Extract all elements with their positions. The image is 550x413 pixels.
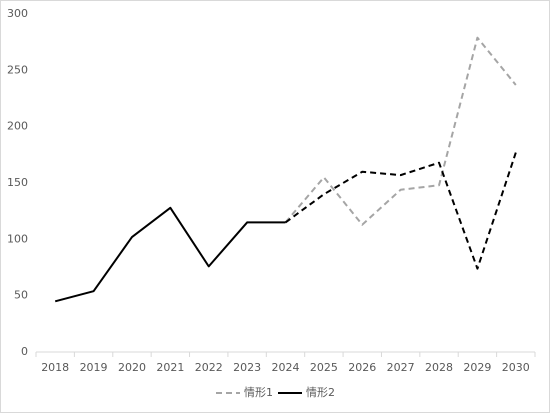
x-tick-label: 2028 (425, 361, 453, 374)
x-tick-label: 2023 (233, 361, 261, 374)
x-tick-label: 2019 (80, 361, 108, 374)
x-tick-label: 2025 (310, 361, 338, 374)
y-tick-label: 150 (7, 176, 28, 189)
x-tick-label: 2020 (118, 361, 146, 374)
x-tick-label: 2027 (387, 361, 415, 374)
series-line (284, 152, 517, 270)
legend-label: 情形2 (306, 386, 335, 399)
y-tick-label: 100 (7, 232, 28, 245)
y-tick-label: 200 (7, 120, 28, 133)
y-tick-label: 50 (14, 289, 28, 302)
x-tick-label: 2018 (41, 361, 69, 374)
y-tick-label: 0 (21, 345, 28, 358)
x-tick-label: 2022 (195, 361, 223, 374)
y-tick-label: 250 (7, 63, 28, 76)
x-tick-label: 2029 (463, 361, 491, 374)
x-tick-label: 2030 (502, 361, 530, 374)
series-line (284, 36, 517, 226)
legend-label: 情形1 (244, 386, 273, 399)
x-tick-label: 2021 (156, 361, 184, 374)
x-tick-label: 2026 (348, 361, 376, 374)
x-tick-label: 2024 (272, 361, 300, 374)
y-tick-label: 300 (7, 7, 28, 20)
series-line (54, 206, 286, 303)
